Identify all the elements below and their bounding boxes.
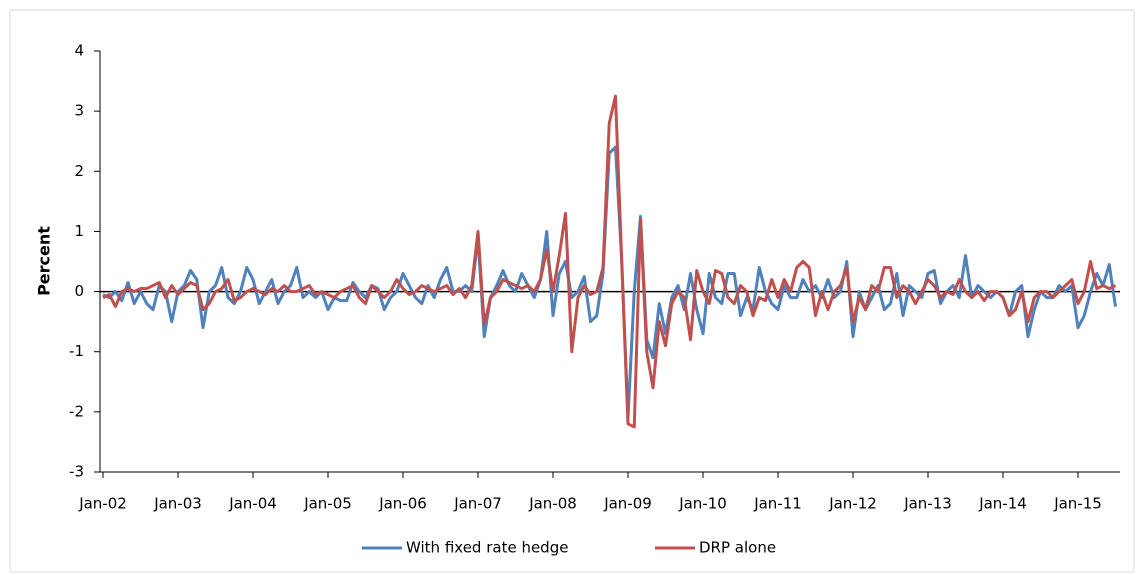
y-tick-label: -3 xyxy=(69,463,84,481)
y-tick-label: 1 xyxy=(74,222,84,240)
legend-label: With fixed rate hedge xyxy=(406,539,568,557)
x-tick-label: Jan-13 xyxy=(903,495,952,513)
x-tick-label: Jan-08 xyxy=(528,495,577,513)
x-tick-label: Jan-05 xyxy=(303,495,352,513)
y-tick-label: 0 xyxy=(74,282,84,300)
x-tick-label: Jan-03 xyxy=(153,495,202,513)
legend-label: DRP alone xyxy=(699,539,776,557)
line-series xyxy=(102,145,1117,420)
x-tick-label: Jan-12 xyxy=(828,495,877,513)
x-tick-label: Jan-11 xyxy=(753,495,802,513)
y-axis-label: Percent xyxy=(35,226,54,296)
x-tick-label: Jan-15 xyxy=(1053,495,1102,513)
y-tick-label: -1 xyxy=(69,342,84,360)
x-tick-label: Jan-07 xyxy=(453,495,502,513)
x-tick-label: Jan-04 xyxy=(228,495,277,513)
x-tick-label: Jan-06 xyxy=(378,495,427,513)
chart-frame xyxy=(9,9,1135,573)
x-tick-label: Jan-02 xyxy=(78,495,127,513)
x-tick-label: Jan-09 xyxy=(603,495,652,513)
y-tick-label: 2 xyxy=(74,162,84,180)
y-tick-label: 4 xyxy=(74,42,84,60)
x-tick-label: Jan-10 xyxy=(678,495,727,513)
line-series xyxy=(102,94,1117,429)
x-tick-label: Jan-14 xyxy=(978,495,1027,513)
y-tick-label: 3 xyxy=(74,102,84,120)
y-tick-label: -2 xyxy=(69,402,84,420)
